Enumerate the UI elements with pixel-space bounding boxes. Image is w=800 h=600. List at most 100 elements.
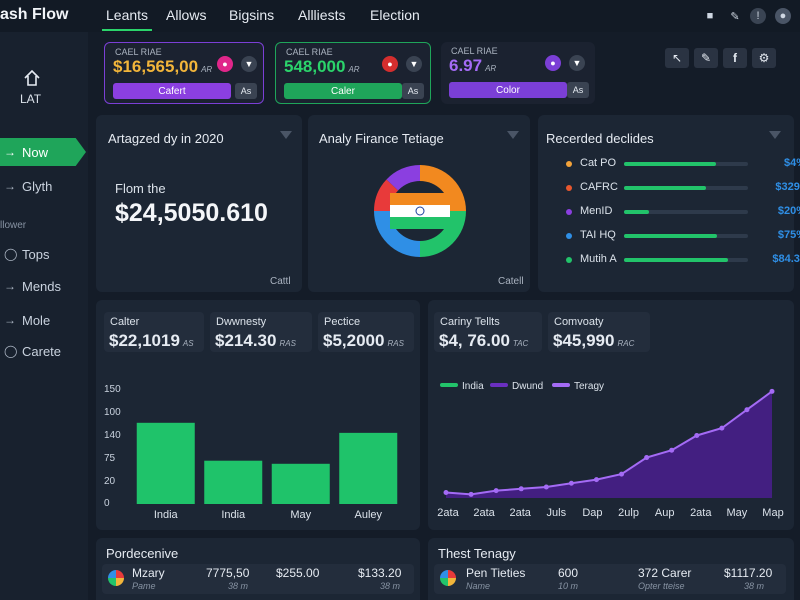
recorded-value: $4% — [783, 157, 800, 169]
data-point[interactable] — [619, 471, 625, 477]
finance-card: Analy Firance Tetiage Catell — [308, 115, 530, 292]
card-footer-link[interactable]: Catell — [498, 276, 524, 287]
card-title: Pordecenive — [106, 546, 179, 561]
recorded-label: Cat PO — [580, 157, 617, 169]
kpi-mini-button[interactable]: As — [402, 83, 424, 99]
card-title: Recerded declides — [546, 131, 654, 146]
nav-item-2[interactable]: Bigsins — [229, 7, 275, 23]
kpi-button[interactable]: Cafert — [113, 83, 231, 99]
home-icon[interactable] — [22, 68, 42, 88]
nav-item-1[interactable]: Allows — [166, 7, 207, 23]
recorded-row[interactable]: MenID $20% — [566, 205, 800, 219]
nav-item-0[interactable]: Leants — [101, 7, 153, 31]
x-tick-label: 2ata — [473, 507, 495, 519]
legend-label[interactable]: Teragy — [574, 381, 604, 392]
bar[interactable] — [271, 463, 330, 504]
item-value: $255.00 — [276, 566, 320, 580]
card-title: Analy Firance Tetiage — [319, 131, 444, 146]
nav-item-3[interactable]: Allliests — [298, 7, 346, 23]
avatar-icon[interactable]: ● — [775, 8, 791, 24]
data-point[interactable] — [543, 484, 549, 490]
sidebar-item-carete[interactable]: ◯ Carete — [0, 337, 88, 365]
legend-label[interactable]: Dwund — [512, 381, 543, 392]
stat-caption: Calter — [110, 316, 140, 328]
data-point[interactable] — [468, 491, 474, 497]
sidebar-item-mole[interactable]: → Mole — [0, 306, 88, 334]
x-tick-label: India — [154, 509, 179, 521]
y-tick-label: 20 — [104, 476, 116, 487]
bar[interactable] — [136, 422, 195, 504]
data-point[interactable] — [669, 447, 675, 453]
dropdown-icon[interactable] — [769, 131, 781, 139]
bar[interactable] — [339, 432, 398, 504]
flag-band-top — [390, 193, 450, 205]
sidebar-item-now[interactable]: → Now — [0, 138, 86, 166]
facebook-icon[interactable]: f — [723, 48, 747, 68]
kpi-mini-button[interactable]: As — [567, 82, 589, 98]
recorded-row[interactable]: Mutih A $84.36 — [566, 253, 800, 267]
pen-icon[interactable]: ✎ — [694, 48, 718, 68]
tag-icon[interactable]: ● — [545, 55, 561, 71]
tag-icon[interactable]: ● — [382, 56, 398, 72]
app-title: ash Flow — [0, 6, 69, 23]
data-point[interactable] — [694, 432, 700, 438]
data-point[interactable] — [593, 477, 599, 483]
stat-box: Calter $22,1019 AS — [104, 312, 204, 352]
dropdown-icon[interactable] — [280, 131, 292, 139]
pen-icon[interactable]: ✎ — [730, 10, 740, 23]
progress-fill — [624, 210, 649, 214]
data-point[interactable] — [568, 480, 574, 486]
data-point[interactable] — [493, 488, 499, 494]
data-point[interactable] — [518, 486, 524, 492]
list-item[interactable]: Mzary Pame 7775,50 38 m $255.00 $133.20 … — [102, 564, 414, 594]
data-point[interactable] — [644, 455, 650, 461]
status-dot-icon — [566, 257, 572, 263]
flag-band-middle — [390, 205, 450, 217]
legend-swatch — [490, 383, 508, 387]
chat-icon[interactable]: ■ — [706, 10, 714, 22]
stat-value: $45,990 RAC — [553, 331, 635, 350]
progress-fill — [624, 186, 706, 190]
kpi-button[interactable]: Color — [449, 82, 567, 98]
pin-icon[interactable]: ▼ — [406, 56, 422, 72]
recorded-row[interactable]: Cat PO $4% — [566, 157, 800, 171]
tool-icon[interactable]: ↖ — [665, 48, 689, 68]
notification-icon[interactable]: ! — [750, 8, 766, 24]
kpi-button[interactable]: Caler — [284, 83, 402, 99]
recorded-row[interactable]: TAI HQ $75% — [566, 229, 800, 243]
x-tick-label: Dap — [582, 507, 602, 519]
sidebar-item-mends[interactable]: → Mends — [0, 272, 88, 300]
recorded-row[interactable]: CAFRC $3290 — [566, 181, 800, 195]
bar-chart-card: Calter $22,1019 AS Dwwnesty $214.30 RAS Pe… — [96, 300, 420, 530]
card-value: $24,5050.610 — [115, 199, 268, 227]
sidebar-item-glyth[interactable]: → Glyth — [0, 172, 88, 200]
top-bar: ash Flow Leants Allows Bigsins Allliests… — [0, 0, 800, 32]
pin-icon[interactable]: ▼ — [569, 55, 585, 71]
pin-icon[interactable]: ▼ — [241, 56, 257, 72]
list-item[interactable]: Pen Tieties Name 600 10 m 372 Carer Opte… — [434, 564, 786, 594]
sidebar-item-tops[interactable]: ◯ Tops — [0, 240, 88, 268]
data-point[interactable] — [719, 425, 725, 431]
nav-item-4[interactable]: Election — [370, 7, 420, 23]
item-value: $133.20 — [358, 566, 402, 580]
data-point[interactable] — [769, 388, 775, 394]
status-dot-icon — [566, 209, 572, 215]
sidebar-lat: LAT — [20, 92, 42, 106]
tag-icon[interactable]: ● — [217, 56, 233, 72]
progress-track — [624, 186, 748, 190]
status-dot-icon — [566, 161, 572, 167]
bar[interactable] — [204, 460, 263, 504]
recorded-value: $3290 — [775, 181, 800, 193]
kpi-value: 6.97 AR — [449, 56, 497, 75]
card-footer-link[interactable]: Cattl — [270, 276, 291, 287]
data-point[interactable] — [744, 407, 750, 413]
dropdown-icon[interactable] — [507, 131, 519, 139]
status-dot-icon — [566, 233, 572, 239]
settings-icon[interactable]: ⚙ — [752, 48, 776, 68]
legend-label[interactable]: India — [462, 381, 484, 392]
data-point[interactable] — [443, 489, 449, 495]
kpi-mini-button[interactable]: As — [235, 83, 257, 99]
legend-swatch — [552, 383, 570, 387]
chrome-icon — [108, 570, 124, 586]
progress-fill — [624, 258, 729, 262]
